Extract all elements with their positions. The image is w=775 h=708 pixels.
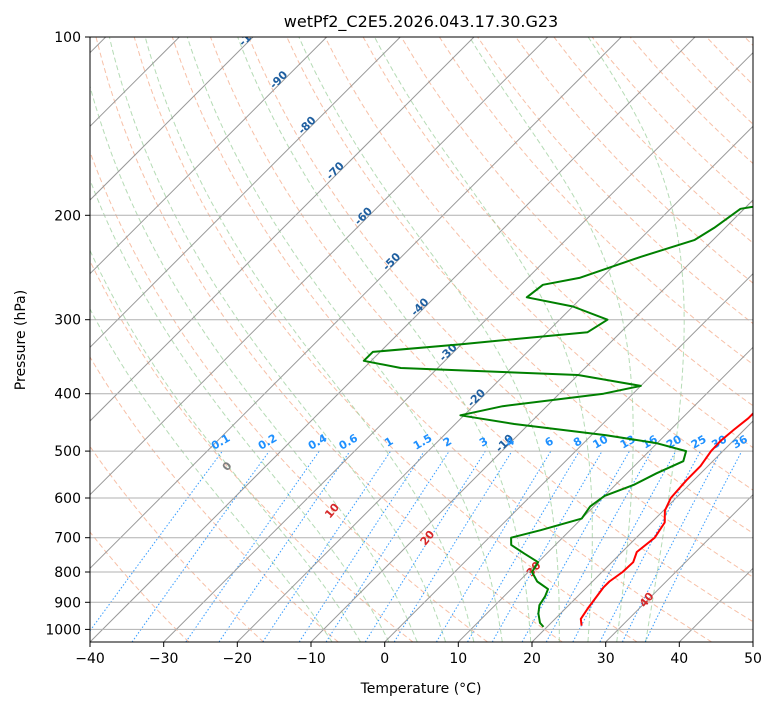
x-tick-label: −20 — [223, 651, 253, 667]
isotherm-label: -100 — [236, 20, 265, 49]
isotherm-line — [90, 37, 254, 201]
mixing-ratio-line — [325, 450, 450, 642]
moist-adiabat-line — [90, 308, 333, 642]
moist-adiabat-line — [469, 37, 634, 642]
y-tick-label: 500 — [54, 444, 81, 460]
x-tick-label: −10 — [296, 651, 326, 667]
mixing-ratio-line — [435, 450, 552, 642]
isotherm-line — [90, 37, 328, 275]
x-tick-label: 20 — [523, 651, 541, 667]
moist-adiabat-line — [144, 37, 475, 642]
dry-adiabat-line — [171, 37, 712, 642]
y-tick-label: 1000 — [45, 622, 81, 638]
isotherm-line — [90, 37, 549, 496]
x-tick-label: 0 — [380, 651, 389, 667]
dewpoint-profile-line — [362, 205, 753, 628]
dry-adiabat-line — [324, 37, 753, 491]
temperature-profile-line — [579, 412, 753, 626]
dry-adiabat-line — [400, 37, 753, 407]
mixing-ratio-line — [262, 450, 392, 642]
mixing-ratio-line — [545, 450, 653, 642]
mixing-ratio-line — [218, 450, 351, 642]
isotherm-line — [531, 420, 753, 642]
mixing-ratio-line — [298, 450, 425, 642]
mixing-ratio-line — [364, 450, 486, 642]
moist-adiabat-line — [587, 37, 685, 642]
chart-title: wetPf2_C2E5.2026.043.17.30.G23 — [284, 12, 558, 32]
x-tick-label: 50 — [744, 651, 762, 667]
moist-adiabat-line — [108, 37, 446, 642]
dry-adiabat-line — [438, 37, 753, 366]
y-tick-label: 700 — [54, 531, 81, 547]
isotherm-line — [90, 37, 475, 422]
y-tick-label: 200 — [54, 208, 81, 224]
y-tick-label: 900 — [54, 595, 81, 611]
isotherm-line — [310, 199, 753, 642]
plot-frame — [89, 36, 754, 643]
mixing-ratio-line — [599, 450, 701, 642]
y-tick-label: 800 — [54, 565, 81, 581]
mixing-ratio-line — [644, 450, 743, 642]
dry-adiabat-line — [210, 37, 753, 623]
y-tick-label: 600 — [54, 491, 81, 507]
isotherm-line — [90, 37, 622, 570]
isotherm-line — [384, 272, 753, 642]
mixing-ratio-line — [393, 450, 513, 642]
y-axis-label: Pressure (hPa) — [13, 290, 29, 390]
dry-adiabat-line — [90, 356, 339, 642]
dry-adiabat-line — [90, 150, 488, 642]
isotherm-line — [236, 125, 753, 642]
profile-lines — [362, 205, 753, 628]
x-tick-label: 10 — [449, 651, 467, 667]
x-tick-label: 40 — [670, 651, 688, 667]
dry-adiabat-line — [515, 37, 753, 284]
isotherm-line — [90, 37, 401, 349]
isotherm-line — [90, 37, 696, 642]
isotherm-line — [163, 51, 753, 642]
background-lines — [90, 37, 753, 642]
mixing-ratio-line — [185, 450, 320, 642]
mixing-ratio-line — [621, 450, 722, 642]
dry-adiabat-line — [90, 445, 264, 642]
y-axis: 1000 900 800 700 600 500 400 300 200 100 — [45, 30, 90, 638]
mixing-ratio-line — [131, 450, 270, 642]
x-axis-label: Temperature (°C) — [360, 681, 482, 697]
y-tick-label: 400 — [54, 387, 81, 403]
plot-area: -100-90-80-70-60-50-40-30-20-10 0.10.20.… — [90, 20, 753, 642]
x-tick-label: −30 — [149, 651, 179, 667]
x-tick-label: −40 — [75, 651, 105, 667]
moist-adiabat-line — [186, 37, 503, 642]
dry-adiabat-line — [248, 37, 753, 578]
moist-adiabat-line — [90, 178, 390, 642]
isotherm-line — [457, 346, 753, 642]
x-tick-label: 30 — [597, 651, 615, 667]
dry-adiabat-line — [90, 531, 190, 642]
y-tick-label: 100 — [54, 30, 81, 46]
x-axis: −40 −30 −20 −10 0 10 20 30 40 50 — [75, 642, 762, 667]
y-tick-label: 300 — [54, 313, 81, 329]
mixing-ratio-line — [90, 450, 223, 632]
mixing-ratio-line — [572, 450, 677, 642]
isotherm-line — [605, 493, 753, 642]
moist-adiabat-line — [374, 37, 593, 642]
dry-adiabat-line — [95, 37, 563, 642]
mixing-ratio-line — [521, 450, 630, 642]
dry-adiabat-line — [133, 37, 638, 642]
